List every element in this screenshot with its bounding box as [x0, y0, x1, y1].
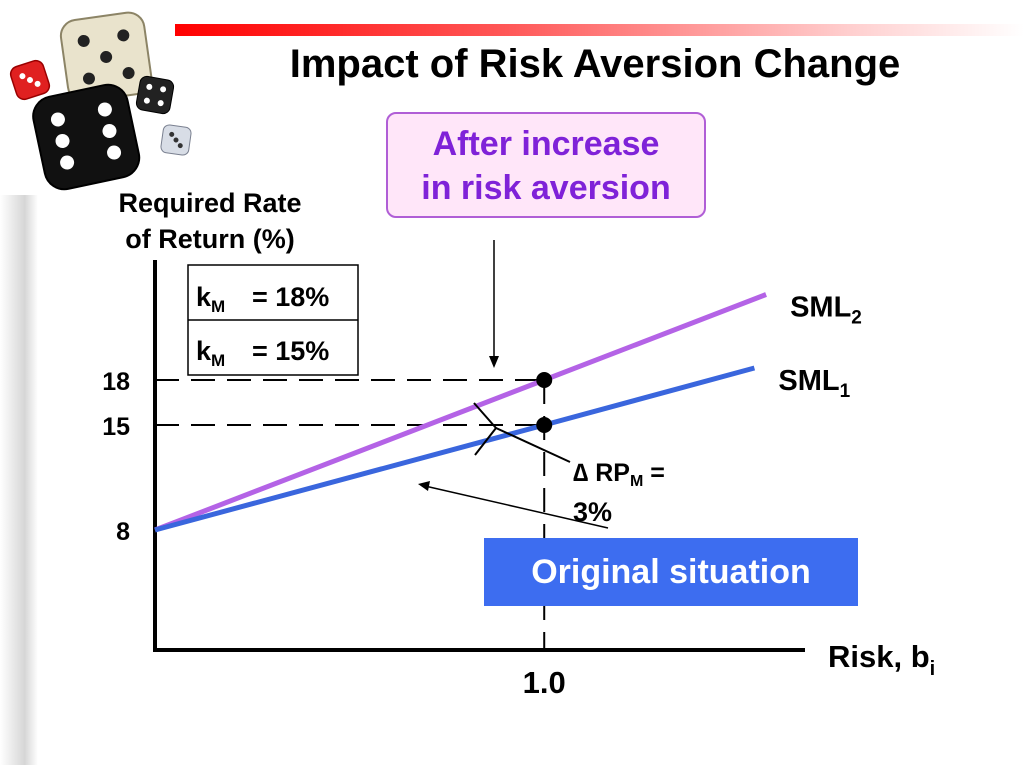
km-row-1: kM = 18%	[196, 282, 329, 316]
slide-title: Impact of Risk Aversion Change	[289, 42, 901, 86]
delta-leader	[495, 427, 571, 463]
original-situation-box: Original situation	[484, 538, 858, 606]
series-labels: SML2 SML1	[778, 292, 861, 403]
left-decoration-bar	[0, 195, 38, 765]
point-markers	[536, 372, 553, 433]
series-label-sml1: SML1	[778, 365, 850, 402]
risk-aversion-callout: After increase in risk aversion	[386, 112, 706, 218]
callout-line2: in risk aversion	[421, 169, 671, 207]
delta-rp-value: 3%	[573, 497, 612, 527]
y-tick-label-15: 15	[102, 413, 130, 441]
dice-image	[9, 11, 192, 191]
series-line-sml1	[154, 365, 756, 533]
y-axis-label: Required Rate of Return (%)	[70, 185, 350, 257]
point-marker-0	[536, 372, 553, 388]
y-tick-label-18: 18	[102, 368, 130, 396]
callout-line1: After increase	[432, 125, 660, 163]
callout-arrowhead	[489, 356, 499, 368]
x-tick-label-1.0: 1.0	[523, 665, 566, 700]
x-tick-labels: 1.0	[523, 665, 566, 700]
point-marker-1	[536, 417, 553, 433]
y-tick-labels: 18 15 8	[102, 368, 130, 546]
delta-bracket	[473, 402, 498, 456]
original-arrowhead	[418, 481, 430, 491]
series-label-sml2: SML2	[790, 292, 862, 329]
title-gradient-bar	[175, 24, 1024, 36]
y-tick-label-8: 8	[116, 518, 130, 546]
x-axis-label: Risk, bi	[828, 639, 935, 680]
y-axis-label-line1: Required Rate	[118, 188, 302, 218]
km-row-2: kM = 15%	[196, 336, 329, 370]
delta-rp-annotation: ∆ RPM =	[573, 459, 665, 490]
original-arrow	[424, 485, 609, 529]
y-axis-label-line2: of Return (%)	[125, 224, 295, 254]
